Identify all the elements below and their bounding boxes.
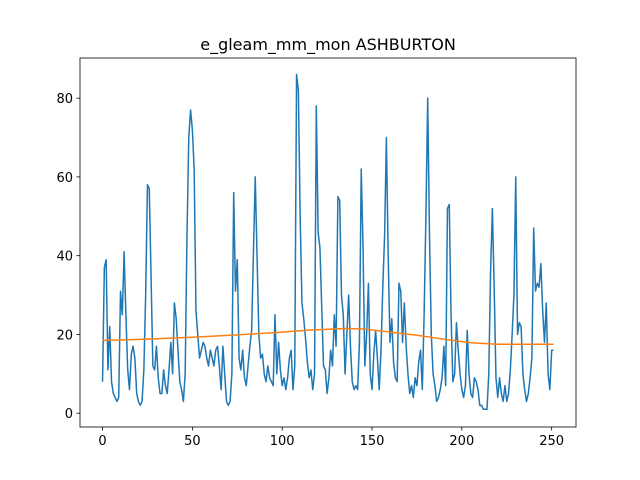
axes-frame [79, 57, 577, 428]
y-tick-label: 40 [56, 250, 73, 265]
x-tick-label: 50 [184, 434, 201, 449]
x-tick-label: 250 [539, 434, 564, 449]
y-tick-label: 60 [56, 171, 73, 186]
plot-area [101, 73, 554, 411]
y-tick-label: 80 [56, 92, 73, 107]
x-tick-label: 150 [360, 434, 385, 449]
chart-title: e_gleam_mm_mon ASHBURTON [200, 35, 456, 55]
line-series [102, 327, 554, 346]
x-tick-label: 100 [270, 434, 295, 449]
y-tick-label: 0 [65, 407, 73, 422]
x-tick-label: 0 [98, 434, 106, 449]
y-tick-label: 20 [56, 328, 73, 343]
x-tick-label: 200 [449, 434, 474, 449]
line-series [101, 73, 554, 411]
